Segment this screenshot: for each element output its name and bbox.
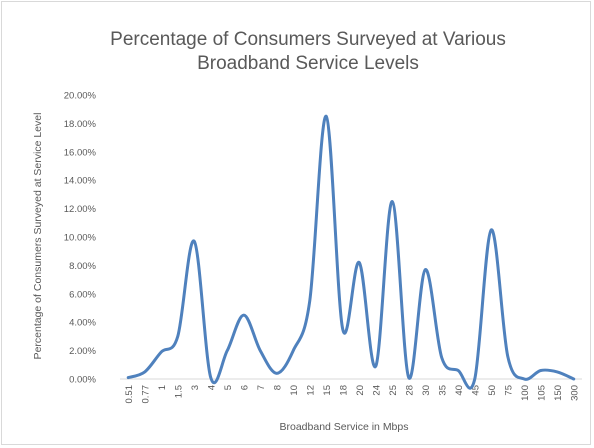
y-tick-label: 14.00% <box>64 176 97 187</box>
y-tick-label: 8.00% <box>69 261 96 272</box>
x-tick-label: 25 <box>388 385 399 396</box>
data-point <box>407 376 410 379</box>
x-tick-label: 20 <box>355 385 366 396</box>
y-tick-label: 10.00% <box>64 233 97 244</box>
y-tick-label: 0.00% <box>69 375 96 386</box>
data-point <box>242 314 245 317</box>
x-tick-label: 0.51 <box>124 385 135 404</box>
x-tick-label: 18 <box>338 385 349 396</box>
x-tick-label: 35 <box>437 385 448 396</box>
data-point <box>473 378 476 381</box>
x-tick-label: 5 <box>223 385 234 390</box>
y-tick-label: 12.00% <box>64 204 97 215</box>
x-tick-label: 105 <box>536 385 547 401</box>
x-tick-label: 1 <box>157 385 168 390</box>
data-point <box>506 355 509 358</box>
data-point <box>275 372 278 375</box>
data-point <box>259 349 262 352</box>
series-line <box>126 114 576 390</box>
y-tick-label: 4.00% <box>69 318 96 329</box>
data-point <box>226 349 229 352</box>
data-point <box>457 369 460 372</box>
data-point <box>391 200 394 203</box>
chart-title-line-1: Percentage of Consumers Surveyed at Vari… <box>110 29 506 50</box>
data-point <box>358 261 361 264</box>
x-tick-label: 300 <box>569 385 580 401</box>
x-tick-label: 7 <box>256 385 267 390</box>
x-tick-label: 4 <box>206 385 217 390</box>
x-tick-label: 30 <box>421 385 432 396</box>
x-tick-label: 150 <box>553 385 564 401</box>
x-tick-label: 1.5 <box>173 385 184 398</box>
data-point <box>127 376 130 379</box>
data-point <box>308 299 311 302</box>
data-point <box>440 356 443 359</box>
data-point <box>341 328 344 331</box>
x-tick-label: 100 <box>520 385 531 401</box>
y-axis-title: Percentage of Consumers Surveyed at Serv… <box>32 113 44 360</box>
data-point <box>572 378 575 381</box>
x-tick-label: 40 <box>454 385 465 396</box>
x-tick-label: 15 <box>322 385 333 396</box>
x-tick-label: 28 <box>404 385 415 396</box>
data-point <box>209 376 212 379</box>
data-point <box>539 369 542 372</box>
x-tick-label: 0.77 <box>140 385 151 404</box>
data-point <box>374 365 377 368</box>
x-axis-ticks: 0.51 0.77 1 1.5 3 4 5 6 7 8 10 12 15 18 20 24 25 28 30 35 40… <box>124 385 581 404</box>
data-point <box>556 370 559 373</box>
x-tick-label: 8 <box>272 385 283 390</box>
y-axis-ticks: 0.00% 2.00% 4.00% 6.00% 8.00% 10.00% 12.00% 14.… <box>64 91 97 386</box>
data-point <box>193 240 196 243</box>
data-point <box>490 228 493 231</box>
data-point <box>325 115 328 118</box>
data-points <box>127 115 576 381</box>
y-tick-label: 6.00% <box>69 289 96 300</box>
data-point <box>424 268 427 271</box>
data-point <box>523 378 526 381</box>
x-tick-label: 75 <box>503 385 514 396</box>
x-tick-label: 45 <box>470 385 481 396</box>
x-tick-label: 50 <box>487 385 498 396</box>
x-axis-title: Broadband Service in Mbps <box>280 421 409 433</box>
y-tick-label: 18.00% <box>64 119 97 130</box>
y-tick-label: 2.00% <box>69 346 96 357</box>
data-point <box>176 335 179 338</box>
y-tick-label: 16.00% <box>64 147 97 158</box>
chart-title-line-2: Broadband Service Levels <box>197 53 419 74</box>
x-tick-label: 10 <box>289 385 300 396</box>
y-tick-label: 20.00% <box>64 91 97 102</box>
x-tick-label: 24 <box>371 385 382 396</box>
data-point <box>160 351 163 354</box>
x-tick-label: 6 <box>239 385 250 390</box>
x-tick-label: 12 <box>305 385 316 396</box>
x-tick-label: 3 <box>190 385 201 390</box>
data-point <box>143 370 146 373</box>
data-point <box>292 349 295 352</box>
